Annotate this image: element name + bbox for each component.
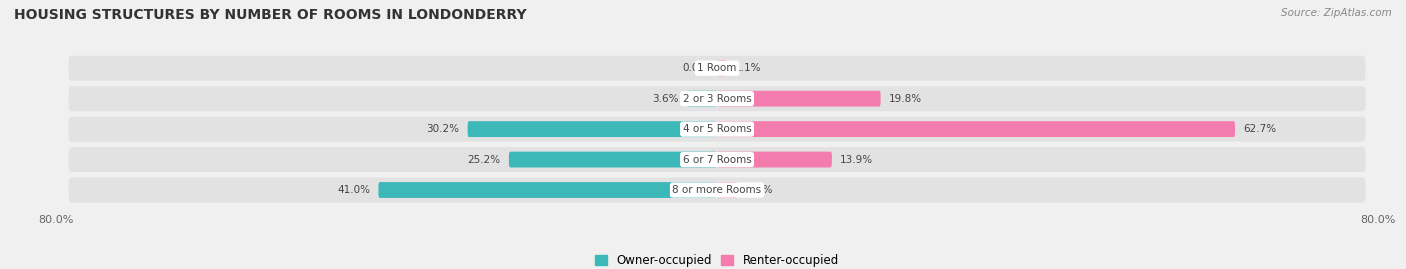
- Text: 19.8%: 19.8%: [889, 94, 922, 104]
- Text: HOUSING STRUCTURES BY NUMBER OF ROOMS IN LONDONDERRY: HOUSING STRUCTURES BY NUMBER OF ROOMS IN…: [14, 8, 527, 22]
- FancyBboxPatch shape: [509, 152, 717, 168]
- Text: Source: ZipAtlas.com: Source: ZipAtlas.com: [1281, 8, 1392, 18]
- FancyBboxPatch shape: [69, 178, 1365, 203]
- FancyBboxPatch shape: [69, 147, 1365, 172]
- FancyBboxPatch shape: [69, 86, 1365, 111]
- FancyBboxPatch shape: [717, 91, 880, 107]
- FancyBboxPatch shape: [688, 91, 717, 107]
- Text: 62.7%: 62.7%: [1243, 124, 1277, 134]
- Text: 1 Room: 1 Room: [697, 63, 737, 73]
- Text: 25.2%: 25.2%: [468, 155, 501, 165]
- FancyBboxPatch shape: [69, 56, 1365, 81]
- FancyBboxPatch shape: [69, 117, 1365, 141]
- Text: 2 or 3 Rooms: 2 or 3 Rooms: [683, 94, 751, 104]
- FancyBboxPatch shape: [378, 182, 717, 198]
- Text: 30.2%: 30.2%: [426, 124, 460, 134]
- FancyBboxPatch shape: [717, 182, 738, 198]
- Text: 8 or more Rooms: 8 or more Rooms: [672, 185, 762, 195]
- Text: 41.0%: 41.0%: [337, 185, 370, 195]
- Text: 6 or 7 Rooms: 6 or 7 Rooms: [683, 155, 751, 165]
- Text: 0.0%: 0.0%: [682, 63, 709, 73]
- FancyBboxPatch shape: [717, 121, 1234, 137]
- Legend: Owner-occupied, Renter-occupied: Owner-occupied, Renter-occupied: [591, 249, 844, 269]
- FancyBboxPatch shape: [468, 121, 717, 137]
- FancyBboxPatch shape: [717, 60, 725, 76]
- Text: 13.9%: 13.9%: [841, 155, 873, 165]
- Text: 1.1%: 1.1%: [734, 63, 761, 73]
- Text: 2.5%: 2.5%: [747, 185, 772, 195]
- Text: 4 or 5 Rooms: 4 or 5 Rooms: [683, 124, 751, 134]
- Text: 3.6%: 3.6%: [652, 94, 679, 104]
- FancyBboxPatch shape: [717, 152, 832, 168]
